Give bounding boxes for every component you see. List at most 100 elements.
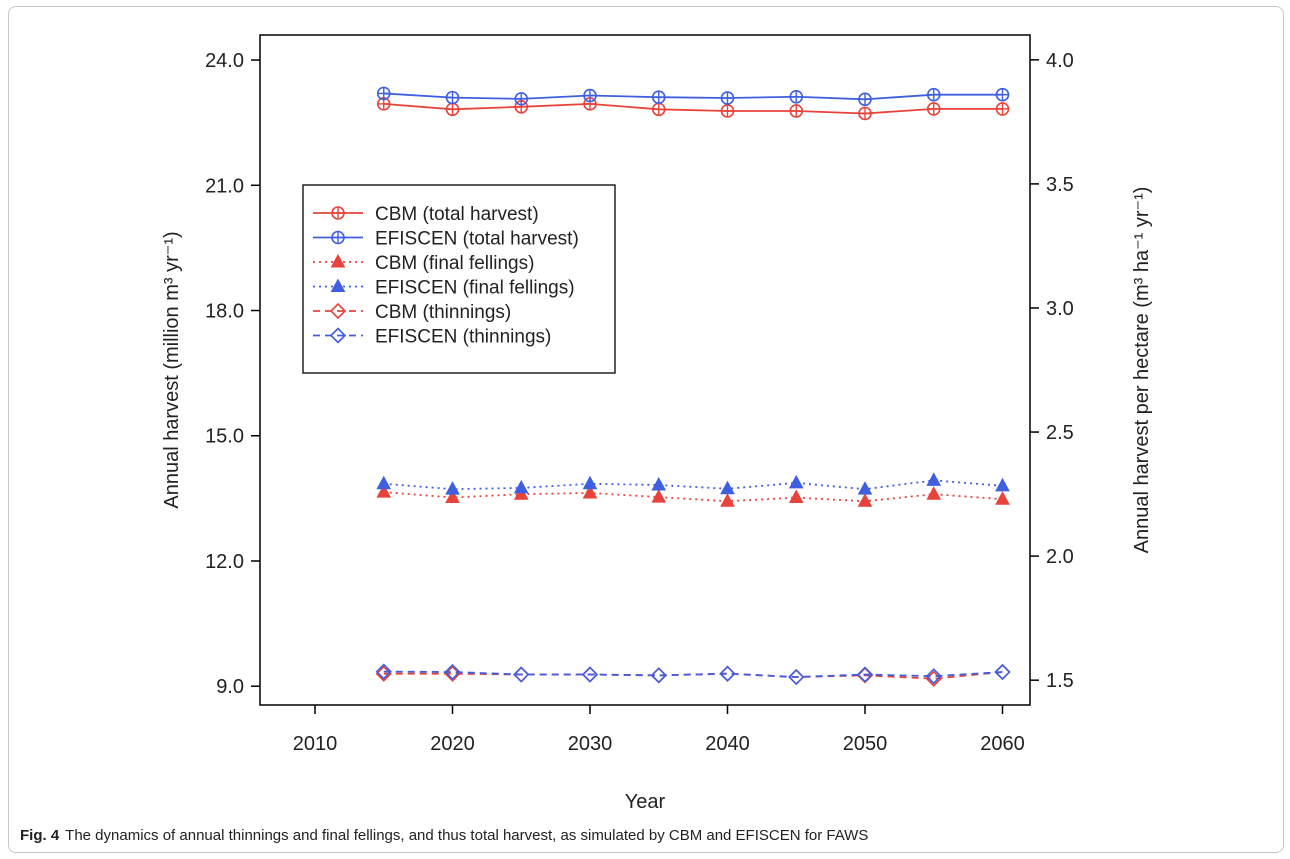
series-line-2 <box>383 491 1003 503</box>
caption-label: Fig. 4 <box>20 827 60 844</box>
series-2-point-1 <box>445 489 460 504</box>
series-1-point-2 <box>514 92 529 106</box>
y-tick-label-1: 12.0 <box>205 551 244 573</box>
series-2-point-4 <box>651 489 667 503</box>
series-3-point-9 <box>995 477 1010 492</box>
x-tick-label-0: 2010 <box>293 733 338 755</box>
series-2-point-6 <box>788 489 804 504</box>
series-layer <box>375 86 1011 687</box>
series-3-point-8 <box>926 472 942 486</box>
y-axis-left-label: Annual harvest (million m³ yr⁻¹) <box>161 231 183 508</box>
series-1-point-3 <box>583 88 597 103</box>
series-3-point-1 <box>445 481 460 495</box>
series-3 <box>376 472 1010 495</box>
series-1-point-1 <box>445 90 460 105</box>
y2-tick-label-0: 1.5 <box>1046 670 1074 692</box>
legend-label-1: EFISCEN (total harvest) <box>375 229 579 250</box>
series-3-point-0 <box>376 475 392 490</box>
figure-frame <box>8 6 1284 853</box>
series-3-point-6 <box>788 474 804 489</box>
y2-tick-label-4: 3.5 <box>1046 174 1074 196</box>
legend-marker-5 <box>329 327 347 344</box>
series-1-point-8 <box>926 87 941 102</box>
legend-label-5: EFISCEN (thinnings) <box>375 327 551 348</box>
y-axis-left: 9.0 12.0 15.0 18.0 21.0 24.0 <box>205 50 260 698</box>
x-tick-label-5: 2060 <box>980 733 1025 755</box>
y-tick-label-5: 24.0 <box>205 50 244 72</box>
series-5-point-9 <box>994 663 1011 681</box>
y2-tick-label-1: 2.0 <box>1046 546 1074 568</box>
caption-text: The dynamics of annual thinnings and fin… <box>65 827 869 844</box>
series-line-1 <box>383 92 1003 101</box>
legend-entry-2: CBM (final fellings) <box>313 253 534 274</box>
legend-marker-1 <box>331 230 345 245</box>
legend-entry-0: CBM (total harvest) <box>313 204 539 225</box>
series-0-point-9 <box>995 102 1010 116</box>
series-2-point-0 <box>376 484 392 498</box>
series-3-point-7 <box>857 481 873 495</box>
series-0-point-5 <box>720 104 735 118</box>
legend-box <box>302 184 616 374</box>
series-5-point-4 <box>650 667 667 684</box>
y-tick-label-3: 18.0 <box>205 301 244 323</box>
series-5 <box>375 663 1011 686</box>
series-3-point-4 <box>651 476 667 491</box>
series-0 <box>376 97 1010 121</box>
y-axis-right-label: Annual harvest per hectare (m³ ha⁻¹ yr⁻¹… <box>1131 187 1153 554</box>
y-axis-right: 1.5 2.0 2.5 3.0 3.5 4.0 <box>1030 50 1074 692</box>
series-1-point-9 <box>995 87 1010 102</box>
legend-entry-5: EFISCEN (thinnings) <box>313 327 551 348</box>
series-1-point-7 <box>858 92 872 107</box>
series-5-point-8 <box>925 668 942 685</box>
y2-tick-label-3: 3.0 <box>1046 298 1074 320</box>
series-0-point-1 <box>445 102 460 117</box>
legend-marker-0 <box>331 206 345 220</box>
y-tick-label-0: 9.0 <box>216 676 244 698</box>
y-tick-label-2: 15.0 <box>205 426 244 448</box>
legend-marker-3 <box>330 278 346 292</box>
figure-caption: Fig. 4 The dynamics of annual thinnings a… <box>20 827 868 844</box>
legend-marker-4 <box>329 302 347 320</box>
series-5-point-3 <box>581 666 599 683</box>
x-axis-label: Year <box>625 791 666 813</box>
series-1-point-4 <box>651 90 666 104</box>
series-3-point-3 <box>582 475 598 490</box>
series-line-5 <box>383 670 1003 678</box>
x-tick-label-2: 2030 <box>568 733 613 755</box>
y2-tick-label-5: 4.0 <box>1046 50 1074 72</box>
legend-label-2: CBM (final fellings) <box>375 253 534 274</box>
series-5-point-0 <box>375 663 392 680</box>
legend-label-3: EFISCEN (final fellings) <box>375 278 575 299</box>
series-line-4 <box>383 671 1003 680</box>
x-axis: 2010 2020 2030 2040 2050 2060 <box>293 705 1025 755</box>
series-5-point-7 <box>856 666 874 683</box>
series-0-point-4 <box>651 102 666 117</box>
series-line-3 <box>383 479 1003 491</box>
series-2 <box>376 484 1010 507</box>
legend-entry-3: EFISCEN (final fellings) <box>313 278 575 299</box>
x-tick-label-1: 2020 <box>430 733 475 755</box>
legend: CBM (total harvest) EFISCEN (total harves… <box>302 184 616 374</box>
x-tick-label-4: 2050 <box>843 733 888 755</box>
series-3-point-2 <box>513 479 529 494</box>
series-0-point-7 <box>858 106 872 121</box>
legend-entry-1: EFISCEN (total harvest) <box>313 229 579 250</box>
legend-label-4: CBM (thinnings) <box>375 302 511 323</box>
series-0-point-8 <box>926 102 941 116</box>
y-tick-label-4: 21.0 <box>205 175 244 197</box>
series-5-point-6 <box>788 668 805 686</box>
series-5-point-5 <box>719 665 736 682</box>
series-5-point-1 <box>444 663 461 681</box>
plot-area-frame <box>259 34 1031 706</box>
series-2-point-5 <box>720 493 735 507</box>
series-1-point-5 <box>720 91 735 105</box>
series-2-point-7 <box>857 493 873 507</box>
x-tick-label-3: 2040 <box>705 733 750 755</box>
series-0-point-6 <box>789 104 804 118</box>
series-1-point-6 <box>789 89 804 104</box>
series-2-point-9 <box>995 491 1010 505</box>
legend-entry-4: CBM (thinnings) <box>313 302 511 323</box>
series-1 <box>376 86 1010 107</box>
series-2-point-3 <box>582 484 598 499</box>
